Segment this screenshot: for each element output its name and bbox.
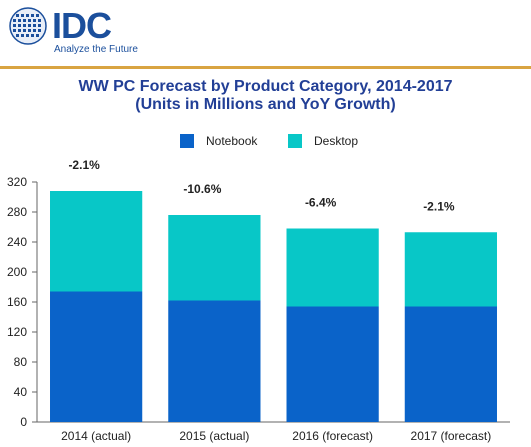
y-tick-label: 320 xyxy=(7,175,27,189)
legend-label-notebook: Notebook xyxy=(206,134,258,148)
legend-swatch-notebook xyxy=(180,134,194,148)
y-tick-label: 200 xyxy=(7,265,27,279)
y-tick-label: 120 xyxy=(7,325,27,339)
stacked-bar-chart: 0 40 80 120 160 200 240 280 320 -2.1% 2014 (actual… xyxy=(7,158,510,443)
legend-item-desktop: Desktop xyxy=(288,134,358,148)
chart-title: WW PC Forecast by Product Category, 2014… xyxy=(78,78,453,95)
logo-tagline: Analyze the Future xyxy=(54,44,138,55)
x-tick-label: 2017 (forecast) xyxy=(411,429,492,443)
legend-swatch-desktop xyxy=(288,134,302,148)
y-tick-label: 80 xyxy=(14,355,28,369)
y-tick-label: 240 xyxy=(7,235,27,249)
growth-label: -2.1% xyxy=(68,158,100,172)
bar-desktop xyxy=(168,215,261,301)
legend-item-notebook: Notebook xyxy=(180,134,257,148)
bar-notebook xyxy=(404,306,497,422)
idc-logo: IDC Analyze the Future xyxy=(8,6,148,56)
header-divider xyxy=(0,66,531,69)
y-tick-label: 0 xyxy=(20,415,27,429)
growth-label: -6.4% xyxy=(305,196,337,210)
bar-desktop xyxy=(50,191,143,292)
globe-icon xyxy=(9,7,47,45)
y-tick-label: 280 xyxy=(7,205,27,219)
y-tick-label: 40 xyxy=(14,385,28,399)
growth-label: -2.1% xyxy=(423,199,455,213)
y-tick-label: 160 xyxy=(7,295,27,309)
chart-title-block: WW PC Forecast by Product Category, 2014… xyxy=(0,78,531,114)
bar-notebook xyxy=(168,300,261,422)
growth-label: -10.6% xyxy=(183,182,221,196)
bar-notebook xyxy=(50,291,143,422)
chart-legend: Notebook Desktop xyxy=(0,134,531,152)
x-tick-label: 2015 (actual) xyxy=(179,429,249,443)
bar-desktop xyxy=(404,232,497,307)
bar-notebook xyxy=(286,306,379,422)
x-tick-label: 2014 (actual) xyxy=(61,429,131,443)
chart-subtitle: (Units in Millions and YoY Growth) xyxy=(135,96,396,113)
x-tick-label: 2016 (forecast) xyxy=(292,429,373,443)
bar-desktop xyxy=(286,228,379,307)
legend-label-desktop: Desktop xyxy=(314,134,359,148)
logo-wordmark: IDC xyxy=(52,5,112,46)
